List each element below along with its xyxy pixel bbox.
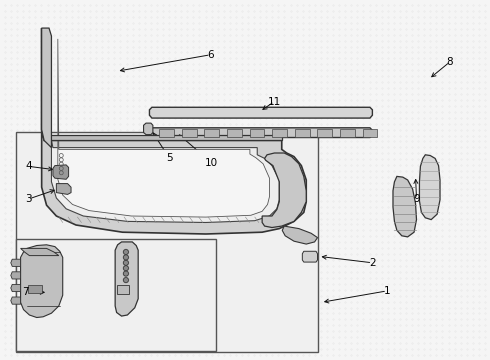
Text: 3: 3: [25, 194, 32, 204]
Polygon shape: [21, 245, 63, 318]
Polygon shape: [11, 272, 21, 279]
Text: 6: 6: [207, 50, 214, 60]
Polygon shape: [272, 129, 287, 137]
Circle shape: [123, 271, 128, 276]
Polygon shape: [56, 184, 71, 194]
Bar: [16, 239, 216, 351]
Polygon shape: [42, 28, 306, 234]
Polygon shape: [282, 226, 318, 244]
Polygon shape: [295, 129, 310, 137]
Polygon shape: [44, 135, 282, 140]
Text: 8: 8: [446, 57, 453, 67]
Circle shape: [123, 255, 128, 260]
Text: 11: 11: [268, 96, 281, 107]
Polygon shape: [11, 259, 21, 266]
Circle shape: [123, 278, 128, 283]
Polygon shape: [21, 248, 59, 256]
Polygon shape: [11, 284, 21, 292]
Polygon shape: [249, 129, 264, 137]
Circle shape: [123, 260, 128, 265]
Polygon shape: [115, 242, 138, 316]
Circle shape: [123, 266, 128, 271]
Polygon shape: [144, 123, 153, 135]
Polygon shape: [419, 155, 440, 220]
Circle shape: [123, 249, 128, 255]
Polygon shape: [204, 129, 219, 137]
Polygon shape: [58, 39, 270, 217]
Polygon shape: [340, 129, 355, 137]
Polygon shape: [149, 128, 372, 138]
Text: 7: 7: [22, 287, 29, 297]
Bar: [28, 285, 42, 293]
Text: 2: 2: [369, 258, 376, 268]
Text: 10: 10: [205, 158, 218, 168]
Polygon shape: [42, 28, 51, 148]
Polygon shape: [363, 129, 377, 137]
Polygon shape: [302, 251, 318, 262]
Polygon shape: [182, 129, 196, 137]
Polygon shape: [51, 36, 279, 222]
Text: 5: 5: [166, 153, 172, 163]
Text: 4: 4: [25, 161, 32, 171]
Polygon shape: [227, 129, 242, 137]
Polygon shape: [149, 107, 372, 118]
Polygon shape: [393, 176, 416, 237]
Polygon shape: [262, 153, 306, 228]
Bar: [16, 132, 318, 352]
Polygon shape: [318, 129, 332, 137]
Polygon shape: [159, 129, 174, 137]
Text: 9: 9: [413, 194, 420, 204]
Text: 1: 1: [384, 286, 391, 296]
Polygon shape: [53, 165, 69, 179]
Bar: [117, 285, 129, 294]
Polygon shape: [11, 297, 21, 304]
